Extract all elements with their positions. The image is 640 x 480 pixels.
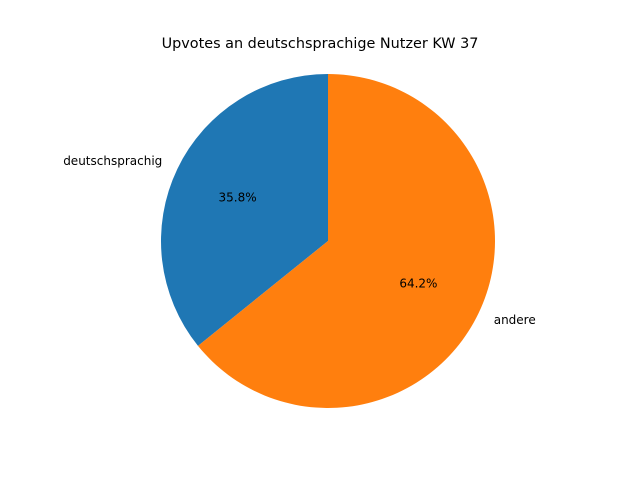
- slice-label: deutschsprachig: [63, 154, 162, 168]
- pie-slice: [197, 74, 495, 408]
- chart-title: Upvotes an deutschsprachige Nutzer KW 37: [162, 36, 479, 52]
- value-label: 64.2%: [399, 277, 437, 291]
- slice-label: andere: [494, 313, 536, 327]
- pie-slice: [160, 74, 328, 346]
- value-label: 35.8%: [219, 190, 257, 204]
